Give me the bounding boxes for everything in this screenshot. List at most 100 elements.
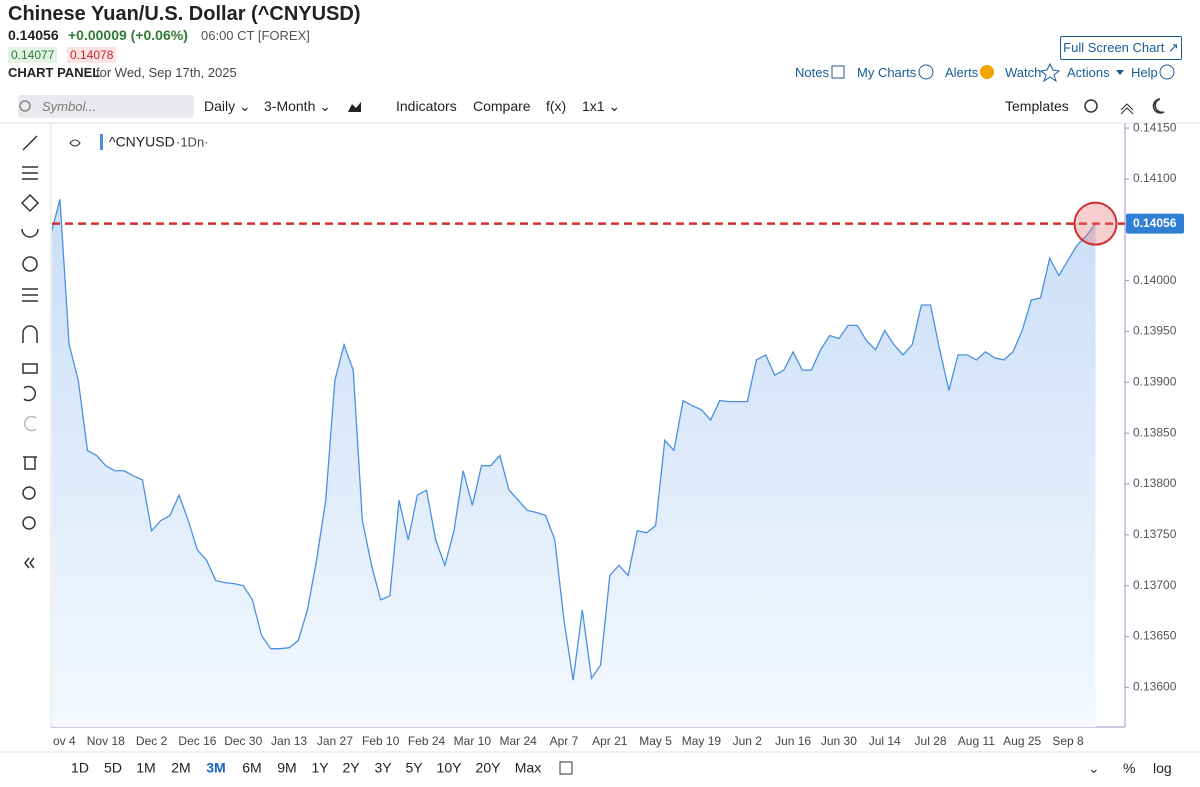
range-button[interactable]: 10Y — [437, 760, 463, 776]
nav-icons — [831, 62, 1175, 83]
x-tick-label: Dec 30 — [224, 734, 262, 748]
y-tick-label: 0.13900 — [1133, 374, 1177, 388]
plot-area — [52, 199, 1097, 727]
visibility-icon[interactable] — [69, 139, 81, 147]
indicators-button[interactable]: Indicators — [396, 98, 457, 114]
log-button[interactable]: log — [1153, 760, 1172, 776]
trendline-tool[interactable] — [22, 135, 38, 151]
redo-tool[interactable] — [23, 415, 37, 432]
symbol-input[interactable]: Symbol... — [18, 95, 194, 118]
calendar-icon[interactable] — [559, 761, 573, 775]
interval-label: Daily — [204, 98, 236, 114]
x-tick-label: Jun 2 — [733, 734, 763, 748]
range-button[interactable]: 1M — [136, 760, 155, 776]
change: +0.00009 (+0.06%) — [68, 27, 188, 43]
collapse-tools[interactable] — [24, 557, 35, 569]
fx-button[interactable]: f(x) — [546, 98, 567, 114]
legend-symbol: ^CNYUSD — [109, 134, 175, 150]
notes-link[interactable]: Notes — [795, 65, 829, 80]
actions-caret — [1116, 70, 1124, 75]
y-tick-label: 0.13700 — [1133, 578, 1177, 592]
range-button[interactable]: 3M — [206, 760, 225, 776]
bid: 0.14077 — [8, 47, 58, 63]
panel-label: CHART PANEL — [8, 65, 101, 80]
period-menu[interactable]: 3-Month ⌄ — [264, 98, 331, 114]
range-button[interactable]: 2Y — [342, 760, 360, 776]
title: Chinese Yuan/U.S. Dollar (^CNYUSD) — [8, 3, 361, 25]
range-button[interactable]: 3Y — [374, 760, 392, 776]
watch-icon — [1039, 62, 1061, 83]
x-tick-label: Dec 2 — [136, 734, 168, 748]
help-icon — [1159, 64, 1175, 80]
legend-interval: ·1Dn· — [176, 134, 209, 149]
period-label: 3-Month — [264, 98, 316, 114]
percent-button[interactable]: % — [1123, 760, 1136, 776]
curve-tool[interactable] — [21, 228, 39, 238]
range-button[interactable]: 2M — [171, 760, 190, 776]
x-tick-label: Jan 13 — [271, 734, 307, 748]
watch-link[interactable]: Watch — [1005, 65, 1042, 80]
range-button[interactable]: 5D — [104, 760, 122, 776]
fib-tool[interactable] — [22, 166, 38, 180]
y-tick-label: 0.14100 — [1133, 171, 1177, 185]
magnet-tool[interactable] — [22, 325, 38, 343]
y-tick-label: 0.13650 — [1133, 629, 1177, 643]
y-tick-label: 0.13850 — [1133, 425, 1177, 439]
x-tick-label: Mar 24 — [499, 734, 537, 748]
full-screen-button[interactable]: Full Screen Chart ↗ — [1060, 36, 1182, 60]
alerts-icon — [980, 65, 994, 79]
templates-button[interactable]: Templates — [1005, 98, 1069, 114]
lock-tool[interactable] — [22, 363, 38, 374]
x-tick-label: Jun 30 — [821, 734, 857, 748]
my-charts-icon — [918, 64, 934, 80]
undo-tool[interactable] — [23, 385, 37, 402]
x-tick-label: May 5 — [639, 734, 672, 748]
interval-menu[interactable]: Daily ⌄ — [204, 98, 251, 114]
full-screen-label: Full Screen Chart — [1063, 40, 1165, 55]
collapse-icon[interactable]: ⌄ — [1088, 760, 1100, 776]
range-button[interactable]: 1Y — [311, 760, 329, 776]
range-button[interactable]: 20Y — [476, 760, 502, 776]
x-axis-labels: Nov 4 Nov 18 Dec 2 Dec 16 Dec 30 Jan 13 Jan 27… — [44, 734, 1084, 748]
zoom-out-tool[interactable] — [22, 516, 36, 530]
range-button[interactable]: 9M — [277, 760, 296, 776]
theme-icon[interactable] — [1152, 98, 1165, 114]
x-tick-label: Feb 24 — [408, 734, 446, 748]
compare-button[interactable]: Compare — [473, 98, 531, 114]
symbol-placeholder: Symbol... — [42, 99, 97, 114]
x-tick-label: Apr 7 — [550, 734, 579, 748]
price: 0.14056 — [8, 27, 59, 43]
settings-icon[interactable] — [1084, 99, 1098, 113]
pattern-tool[interactable] — [22, 256, 38, 272]
alerts-link[interactable]: Alerts — [945, 65, 979, 80]
expand-icon[interactable] — [1120, 103, 1134, 115]
panel-date: for Wed, Sep 17th, 2025 — [96, 65, 237, 80]
delete-tool[interactable] — [23, 456, 37, 470]
shape-tool[interactable] — [20, 193, 40, 213]
help-link[interactable]: Help — [1131, 65, 1158, 80]
highlight-circle — [1073, 201, 1118, 246]
x-tick-label: Nov 4 — [44, 734, 76, 748]
range-button[interactable]: 5Y — [405, 760, 423, 776]
chart-type-icon — [348, 102, 361, 112]
range-button[interactable]: Max — [515, 760, 541, 776]
x-tick-label: Jul 14 — [869, 734, 901, 748]
range-button[interactable]: 1D — [71, 760, 89, 776]
my-charts-link[interactable]: My Charts — [857, 65, 917, 80]
zoom-in-tool[interactable] — [22, 486, 36, 500]
ask: 0.14078 — [67, 47, 117, 63]
measure-tool[interactable] — [22, 288, 38, 302]
time: 06:00 CT [FOREX] — [201, 28, 310, 43]
x-tick-label: Dec 16 — [178, 734, 216, 748]
x-tick-label: Jan 27 — [317, 734, 353, 748]
layout-label: 1x1 — [582, 98, 605, 114]
legend-swatch — [100, 134, 103, 150]
last-price-label: 0.14056 — [1133, 216, 1177, 230]
layout-menu[interactable]: 1x1 ⌄ — [582, 98, 621, 114]
actions-link[interactable]: Actions — [1067, 65, 1110, 80]
x-tick-label: Mar 10 — [454, 734, 492, 748]
range-button[interactable]: 6M — [242, 760, 261, 776]
x-tick-label: Sep 8 — [1052, 734, 1084, 748]
